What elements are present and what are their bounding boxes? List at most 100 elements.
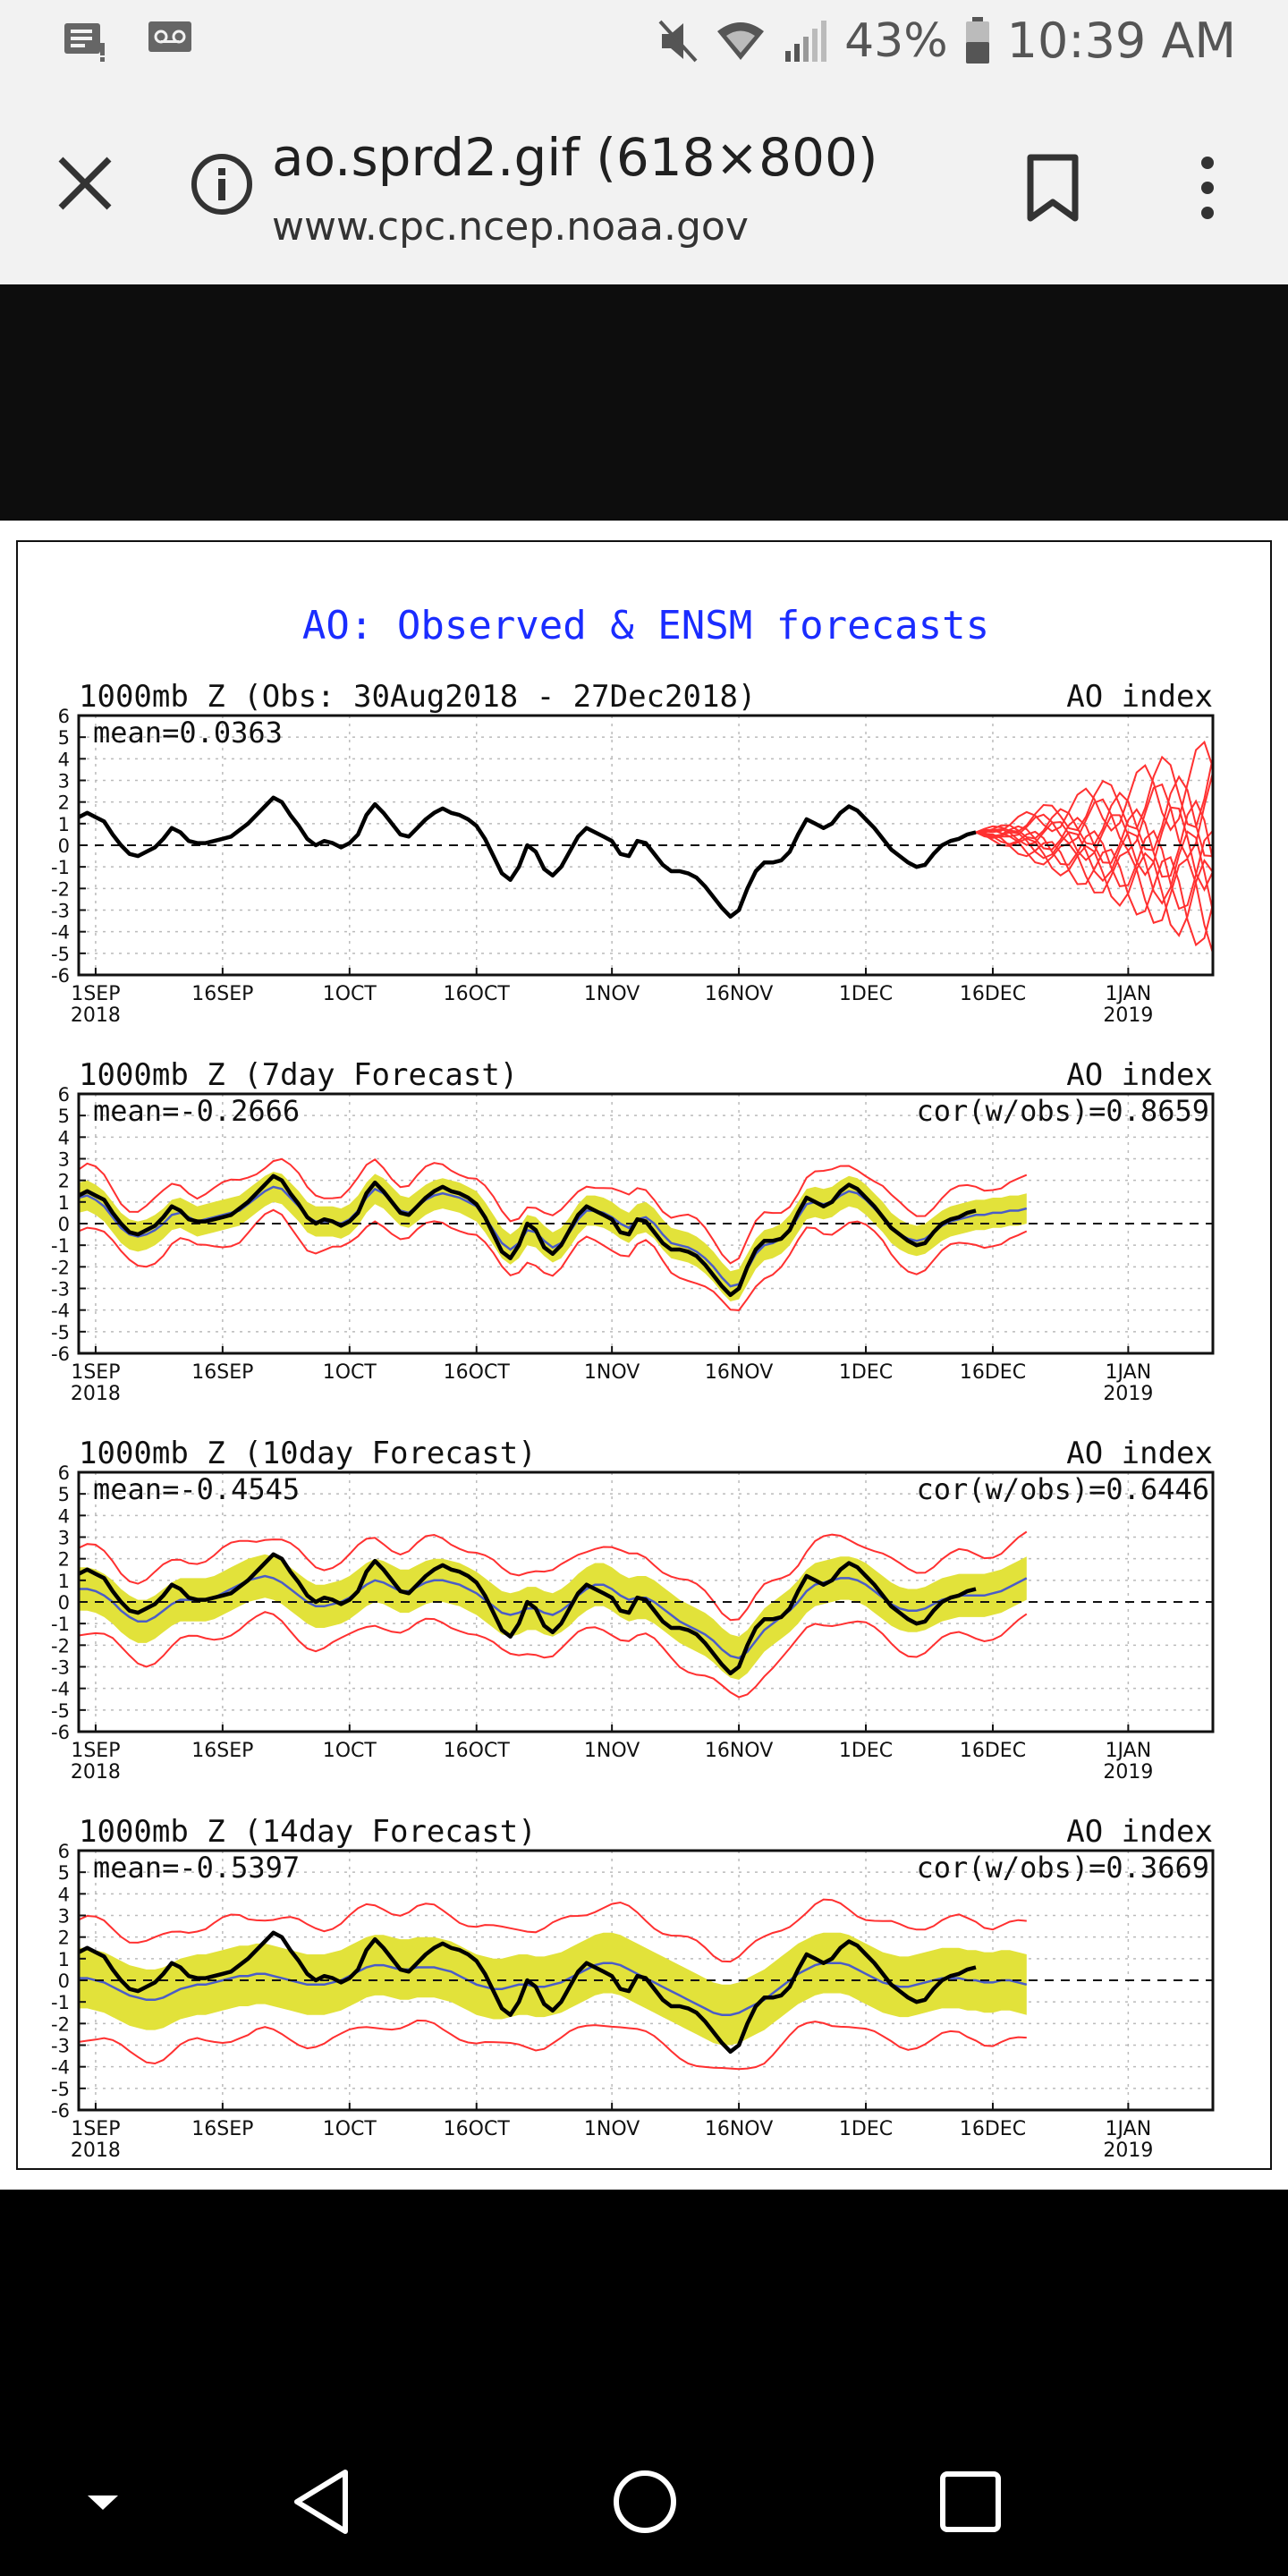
ensemble-member-line	[975, 829, 1213, 911]
year-end-label: 2019	[1103, 2140, 1153, 2162]
ensemble-mean-line	[79, 1962, 1028, 2016]
x-tick-label: 16OCT	[444, 1361, 511, 1384]
member-upper-line	[79, 1157, 1028, 1265]
page-url[interactable]: www.cpc.ncep.noaa.gov	[272, 204, 749, 250]
y-tick-label: -6	[51, 1722, 70, 1743]
chart-panel: 1000mb Z (Obs: 30Aug2018 - 27Dec2018) AO …	[51, 679, 1215, 1027]
y-tick-label: -2	[51, 878, 70, 900]
y-tick-label: 1	[58, 1571, 70, 1592]
panel-right-title: AO index	[1066, 1814, 1213, 1850]
y-tick-label: -5	[51, 2079, 70, 2100]
x-tick-label: 16NOV	[705, 2118, 773, 2140]
panel-right-title: AO index	[1066, 679, 1213, 715]
ensemble-member-line	[975, 772, 1213, 860]
panel-plot-area	[79, 716, 1213, 975]
viewer-background-top	[0, 284, 1288, 521]
mean-label: mean=0.0363	[93, 716, 283, 750]
y-tick-label: 1	[58, 1192, 70, 1214]
ensemble-member-line	[975, 740, 1213, 834]
y-tick-label: 6	[58, 1084, 70, 1106]
page-title: ao.sprd2.gif (618×800)	[272, 127, 878, 188]
x-tick-label: 1JAN	[1106, 2118, 1152, 2140]
y-tick-label: 5	[58, 1484, 70, 1505]
year-end-label: 2019	[1103, 1383, 1153, 1405]
x-tick-label: 1NOV	[584, 1740, 640, 1762]
signal-icon	[785, 20, 827, 62]
y-tick-label: 0	[58, 835, 70, 857]
panel-plot-area	[79, 1472, 1213, 1732]
close-icon[interactable]	[54, 152, 116, 215]
recents-icon[interactable]	[930, 2462, 1011, 2542]
year-end-label: 2019	[1103, 1004, 1153, 1027]
x-tick-label: 16SEP	[191, 1740, 253, 1762]
y-tick-label: -1	[51, 1235, 70, 1257]
y-tick-label: 6	[58, 706, 70, 727]
spread-band	[79, 1932, 1027, 2046]
mute-icon	[658, 20, 698, 62]
bookmark-icon[interactable]	[1025, 154, 1080, 222]
ensemble-member-line	[975, 831, 1213, 953]
x-tick-label: 1OCT	[323, 1361, 377, 1384]
x-tick-label: 1DEC	[839, 2118, 893, 2140]
year-start-label: 2018	[71, 1004, 121, 1027]
x-tick-label: 16DEC	[960, 2118, 1026, 2140]
chart-panel: 1000mb Z (10day Forecast) AO index mean=-0…	[51, 1436, 1215, 1784]
y-tick-label: -3	[51, 2036, 70, 2057]
y-tick-label: -1	[51, 1992, 70, 2013]
x-tick-label: 1OCT	[323, 983, 377, 1005]
x-tick-label: 16SEP	[191, 2118, 253, 2140]
observed-line	[79, 795, 977, 919]
y-tick-label: -4	[51, 1679, 70, 1700]
y-tick-label: -5	[51, 1322, 70, 1343]
spread-band	[79, 1172, 1027, 1301]
member-upper-line	[79, 1898, 1027, 1963]
x-tick-label: 16DEC	[960, 983, 1026, 1005]
y-tick-label: 3	[58, 1149, 70, 1171]
y-tick-label: 0	[58, 1592, 70, 1614]
notification-icon	[64, 23, 105, 62]
image-border: AO: Observed & ENSM forecasts 1000mb Z (…	[16, 540, 1272, 2170]
chart-panel: 1000mb Z (7day Forecast) AO index mean=-0.…	[51, 1057, 1215, 1405]
y-tick-label: -1	[51, 857, 70, 878]
voicemail-icon	[148, 21, 191, 52]
viewer-background-bottom	[0, 2190, 1288, 2426]
x-tick-label: 16OCT	[444, 1740, 511, 1762]
x-tick-label: 1OCT	[323, 1740, 377, 1762]
y-tick-label: 1	[58, 814, 70, 835]
ensemble-mean-line	[79, 1574, 1028, 1660]
x-tick-label: 1NOV	[584, 2118, 640, 2140]
x-tick-label: 16SEP	[191, 983, 253, 1005]
hide-keyboard-icon[interactable]	[63, 2462, 143, 2542]
member-lower-line	[79, 1208, 1028, 1311]
year-start-label: 2018	[71, 1761, 121, 1784]
y-tick-label: -6	[51, 1343, 70, 1365]
mean-label: mean=-0.5397	[93, 1851, 300, 1885]
y-tick-label: 1	[58, 1949, 70, 1970]
member-upper-line	[79, 1530, 1028, 1622]
navigation-bar	[0, 2426, 1288, 2576]
y-tick-label: 3	[58, 1906, 70, 1928]
info-icon[interactable]	[190, 152, 254, 216]
y-tick-label: -4	[51, 1301, 70, 1322]
more-vert-icon[interactable]	[1190, 154, 1225, 222]
panel-title: 1000mb Z (10day Forecast)	[79, 1436, 537, 1471]
x-tick-label: 16NOV	[705, 983, 773, 1005]
y-tick-label: 5	[58, 1106, 70, 1127]
x-tick-label: 1JAN	[1106, 983, 1152, 1005]
panel-plot-area	[79, 1851, 1213, 2110]
y-tick-label: 2	[58, 1171, 70, 1192]
member-lower-line	[79, 1611, 1028, 1699]
y-tick-label: -3	[51, 1279, 70, 1301]
ensemble-member-line	[975, 799, 1213, 878]
home-icon[interactable]	[605, 2462, 685, 2542]
mean-label: mean=-0.2666	[93, 1094, 300, 1128]
back-icon[interactable]	[283, 2462, 363, 2542]
y-tick-label: -5	[51, 944, 70, 965]
panel-title: 1000mb Z (14day Forecast)	[79, 1814, 537, 1850]
y-tick-label: -6	[51, 2100, 70, 2122]
observed-line	[79, 1174, 977, 1298]
x-tick-label: 1DEC	[839, 1361, 893, 1384]
ensemble-member-line	[975, 830, 1213, 912]
y-tick-label: -5	[51, 1700, 70, 1722]
x-tick-label: 1SEP	[71, 2118, 120, 2140]
